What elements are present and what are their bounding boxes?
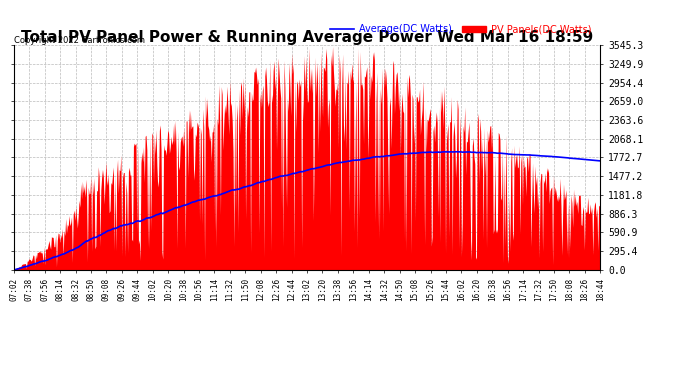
Legend: Average(DC Watts), PV Panels(DC Watts): Average(DC Watts), PV Panels(DC Watts) [326, 21, 595, 38]
Text: Copyright 2022 Cartronics.com: Copyright 2022 Cartronics.com [14, 36, 146, 45]
Title: Total PV Panel Power & Running Average Power Wed Mar 16 18:59: Total PV Panel Power & Running Average P… [21, 30, 593, 45]
